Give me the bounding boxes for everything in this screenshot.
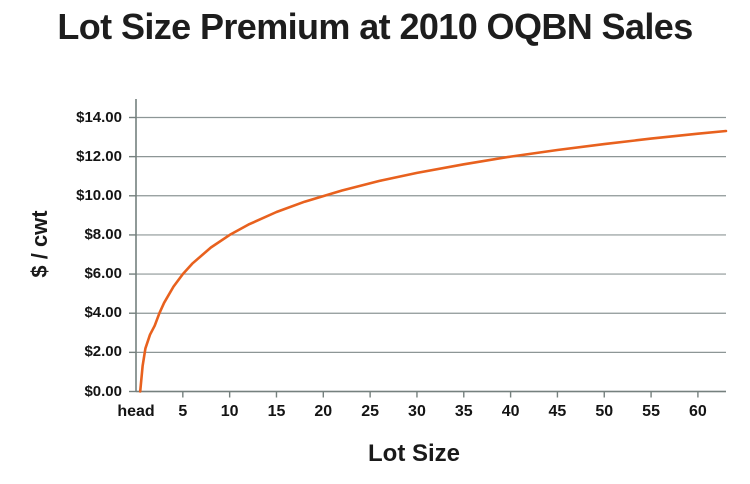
x-tick-label: 40 xyxy=(501,403,520,420)
x-tick-label: 45 xyxy=(548,403,567,420)
y-tick-label: $6.00 xyxy=(84,265,122,283)
x-tick-label: 20 xyxy=(314,403,333,420)
y-tick-label: $0.00 xyxy=(84,382,122,400)
x-tick-label: 35 xyxy=(454,403,473,420)
x-tick-label: 25 xyxy=(361,403,380,420)
x-tick-label: 15 xyxy=(267,403,286,420)
y-tick-label: $12.00 xyxy=(76,147,122,165)
x-axis-title: Lot Size xyxy=(367,440,461,467)
x-tick-label: 60 xyxy=(688,403,707,420)
x-tick-label: 10 xyxy=(220,403,239,420)
x-tick-label: 50 xyxy=(595,403,614,420)
x-tick-label: 30 xyxy=(408,403,426,420)
y-tick-label: $14.00 xyxy=(76,108,122,126)
y-tick-label: $10.00 xyxy=(76,186,122,204)
x-tick-label: head xyxy=(117,403,155,420)
y-tick-label: $4.00 xyxy=(84,304,122,322)
y-tick-label: $8.00 xyxy=(84,225,122,243)
y-tick-label: $2.00 xyxy=(84,343,122,361)
x-tick-label: 5 xyxy=(178,403,188,420)
premium-curve xyxy=(138,129,728,393)
chart-title: Lot Size Premium at 2010 OQBN Sales xyxy=(57,6,693,47)
x-tick-label: 55 xyxy=(642,403,660,420)
